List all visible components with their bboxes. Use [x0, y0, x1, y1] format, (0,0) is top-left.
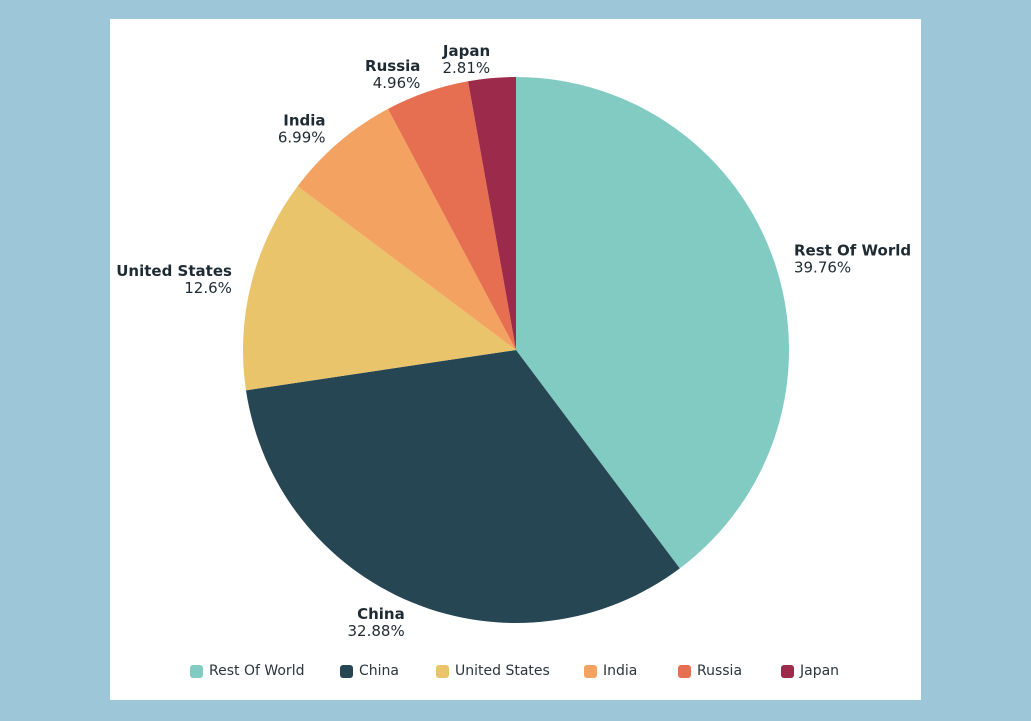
chart-panel: Rest Of World 39.76% China 32.88% United Sta…: [110, 19, 921, 700]
slice-label-name: India: [283, 111, 325, 129]
pie-slice-russia[interactable]: [387, 81, 516, 350]
chart-legend: Rest Of World China United States India Russ…: [110, 662, 921, 682]
slice-label-value: 4.96%: [373, 74, 421, 92]
pie-slice-india[interactable]: [297, 108, 516, 350]
slice-label-value: 39.76%: [794, 258, 851, 276]
legend-label: China: [359, 663, 399, 679]
legend-label: United States: [455, 663, 550, 679]
slice-label-name: United States: [116, 262, 232, 280]
slice-label-name: Russia: [365, 57, 420, 75]
slice-label-name: Japan: [442, 42, 490, 60]
pie-slice-japan[interactable]: [468, 77, 516, 350]
legend-item-india[interactable]: India: [584, 662, 637, 680]
slice-label-name: Rest Of World: [794, 241, 911, 259]
legend-label: Rest Of World: [209, 663, 305, 679]
slice-label-value: 6.99%: [278, 128, 326, 146]
legend-label: Japan: [800, 663, 840, 679]
legend-swatch: [436, 664, 449, 678]
slice-label-name: China: [357, 605, 405, 623]
legend-item-united-states[interactable]: United States: [436, 662, 550, 680]
legend-item-japan[interactable]: Japan: [781, 662, 839, 680]
legend-swatch: [781, 664, 794, 678]
pie-slice-china[interactable]: [245, 350, 680, 624]
legend-swatch: [190, 664, 203, 678]
legend-swatch: [340, 664, 353, 678]
legend-swatch: [678, 664, 691, 678]
legend-label: Russia: [697, 663, 743, 679]
pie-slice-rest-of-world[interactable]: [516, 77, 790, 569]
legend-item-rest-of-world[interactable]: Rest Of World: [190, 662, 304, 680]
legend-item-russia[interactable]: Russia: [678, 662, 742, 680]
legend-swatch: [584, 664, 597, 678]
slice-label-value: 2.81%: [443, 59, 491, 77]
legend-item-china[interactable]: China: [340, 662, 399, 680]
legend-label: India: [603, 663, 638, 679]
pie-slice-united-states[interactable]: [243, 186, 516, 391]
slice-label-value: 32.88%: [348, 622, 405, 640]
slice-label-value: 12.6%: [184, 279, 232, 297]
